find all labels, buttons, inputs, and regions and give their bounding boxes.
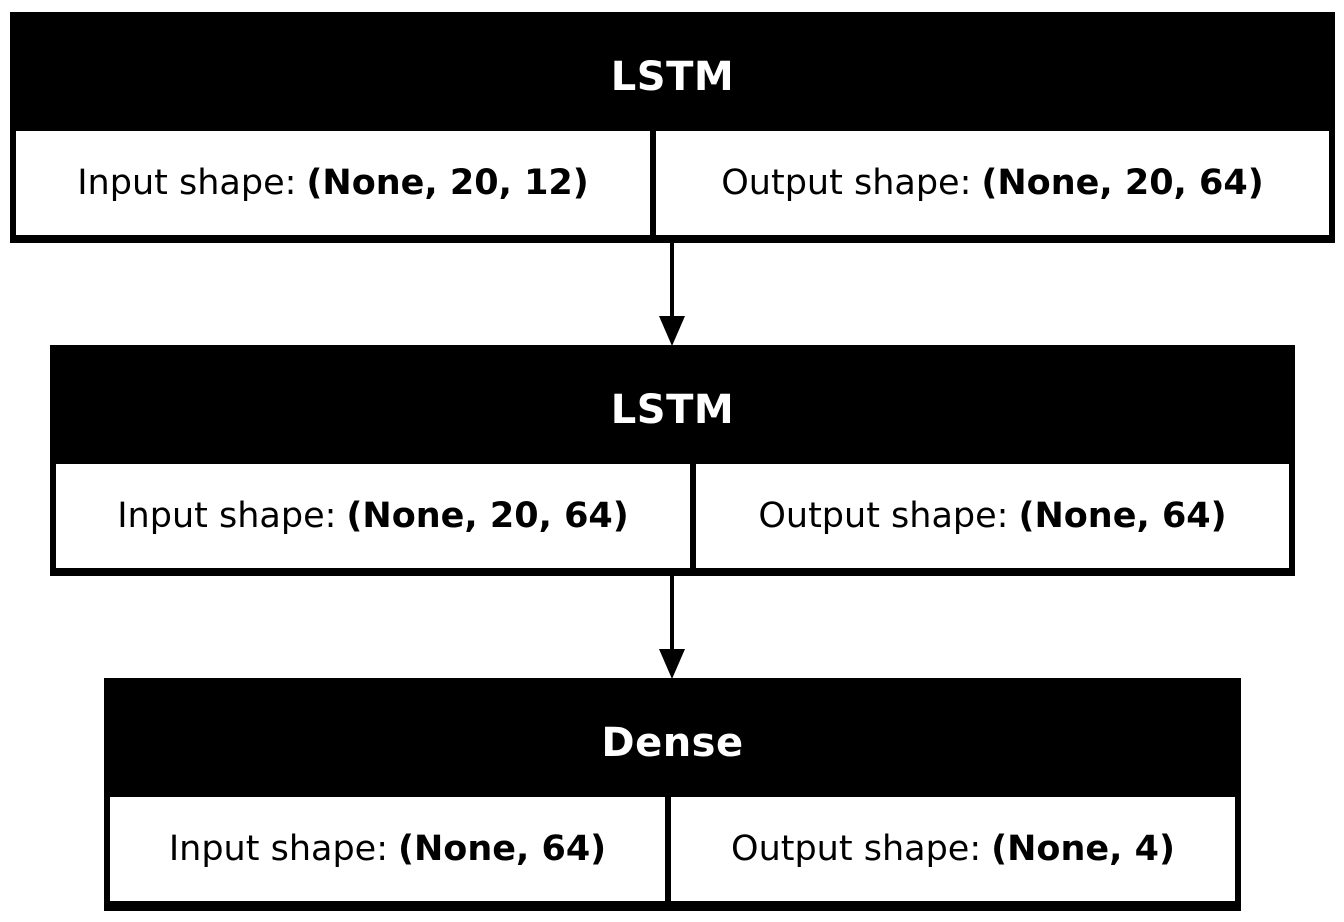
output-shape-value: (None, 20, 64) bbox=[981, 163, 1264, 203]
layer-title: LSTM bbox=[610, 53, 735, 100]
arrow-layer-0-to-1 bbox=[659, 243, 685, 346]
layer-title: Dense bbox=[601, 719, 744, 766]
output-shape-value: (None, 64) bbox=[1018, 496, 1227, 536]
input-shape-value: (None, 20, 12) bbox=[306, 163, 589, 203]
layer-box-dense: Dense Input shape: (None, 64) Output sha… bbox=[104, 678, 1241, 911]
layer-box-lstm-2: LSTM Input shape: (None, 20, 64) Output … bbox=[50, 345, 1295, 576]
input-shape-value: (None, 20, 64) bbox=[346, 496, 629, 536]
output-shape-value: (None, 4) bbox=[991, 829, 1175, 869]
input-shape-label: Input shape: bbox=[117, 496, 337, 536]
input-shape-label: Input shape: bbox=[77, 163, 297, 203]
input-shape-value: (None, 64) bbox=[398, 829, 607, 869]
output-shape-label: Output shape: bbox=[758, 496, 1009, 536]
output-shape-cell: Output shape: (None, 20, 64) bbox=[656, 131, 1329, 235]
input-shape-cell: Input shape: (None, 64) bbox=[110, 797, 665, 901]
output-shape-label: Output shape: bbox=[721, 163, 972, 203]
output-shape-label: Output shape: bbox=[731, 829, 982, 869]
input-shape-label: Input shape: bbox=[168, 829, 388, 869]
arrow-head bbox=[659, 316, 685, 346]
arrow-head bbox=[659, 649, 685, 679]
layer-box-lstm-1: LSTM Input shape: (None, 20, 12) Output … bbox=[10, 12, 1335, 243]
arrow-layer-1-to-2 bbox=[659, 576, 685, 679]
output-shape-cell: Output shape: (None, 64) bbox=[696, 464, 1289, 568]
input-shape-cell: Input shape: (None, 20, 12) bbox=[16, 131, 650, 235]
layer-title: LSTM bbox=[610, 386, 735, 433]
input-shape-cell: Input shape: (None, 20, 64) bbox=[56, 464, 690, 568]
output-shape-cell: Output shape: (None, 4) bbox=[671, 797, 1235, 901]
